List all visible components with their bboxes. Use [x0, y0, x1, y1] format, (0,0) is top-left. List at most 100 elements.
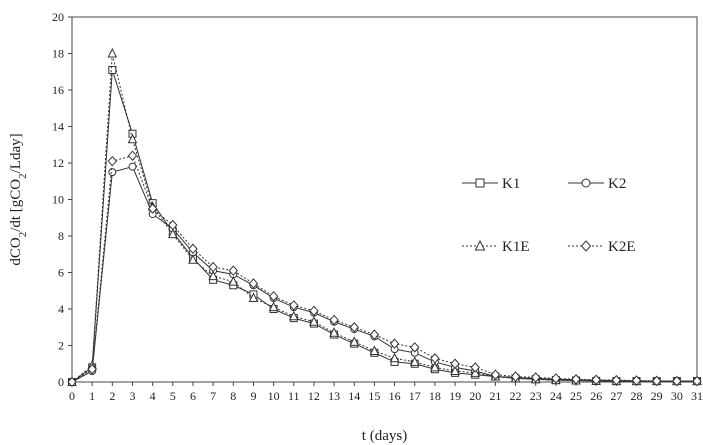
- series-layer: [67, 47, 702, 388]
- x-tick-label: 6: [190, 389, 196, 403]
- legend: K1 K2 K1E K2E: [462, 176, 636, 255]
- x-tick-label: 28: [631, 389, 643, 403]
- series-line-k1e: [71, 53, 697, 383]
- y-tick-label: 12: [52, 156, 64, 170]
- data-point-k1e: [188, 254, 198, 264]
- data-point-k2e: [168, 219, 178, 231]
- data-point-k2e: [470, 362, 480, 373]
- x-tick-label: 10: [268, 389, 280, 403]
- y-tick-label: 16: [52, 83, 64, 97]
- data-point-k2e: [430, 353, 440, 364]
- data-point-k2: [128, 162, 137, 171]
- x-tick-label: 20: [469, 389, 481, 403]
- data-point-k1e: [329, 327, 339, 337]
- legend-label: K1: [502, 176, 520, 192]
- x-tick-label: 8: [230, 389, 236, 403]
- x-tick-label: 21: [489, 389, 501, 403]
- y-axis-title-part: dCO: [8, 237, 24, 266]
- x-tick-label: 3: [129, 389, 135, 403]
- data-point-k2e: [551, 373, 561, 384]
- y-axis: 0 2 4 6 8 10 12 14 16 18 20: [52, 10, 72, 389]
- legend-item-k1: K1: [462, 176, 520, 192]
- y-tick-label: 18: [52, 47, 64, 61]
- x-tick-label: 19: [449, 389, 461, 403]
- data-point-k2e: [208, 261, 218, 273]
- x-tick-label: 30: [671, 389, 683, 403]
- y-tick-label: 8: [58, 229, 64, 243]
- data-point-k1e: [309, 316, 319, 326]
- legend-label: K1E: [502, 239, 530, 255]
- x-tick-label: 26: [590, 389, 602, 403]
- data-point-k1e: [349, 336, 360, 346]
- legend-item-k1e: K1E: [462, 239, 530, 255]
- y-axis-title-subscript: 2: [17, 173, 29, 179]
- x-tick-label: 12: [308, 389, 320, 403]
- plot-area: [71, 16, 698, 383]
- data-point-k2e: [268, 290, 279, 302]
- legend-item-k2: K2: [568, 176, 626, 192]
- data-point-k1: [108, 65, 117, 74]
- data-point-k2e: [248, 278, 259, 289]
- data-point-k2e: [228, 265, 238, 276]
- data-point-k2e: [329, 314, 339, 326]
- data-point-k2e: [510, 371, 521, 382]
- y-tick-label: 0: [58, 375, 64, 389]
- legend-marker: [475, 178, 485, 188]
- x-tick-label: 4: [150, 389, 156, 403]
- legend-item-k2e: K2E: [568, 239, 636, 255]
- x-tick-label: 25: [570, 389, 582, 403]
- y-axis-title-subscript: 2: [17, 232, 29, 238]
- series-line-k1: [71, 69, 697, 383]
- series-line-k2: [71, 166, 697, 383]
- y-axis-title-part: /Lday]: [8, 133, 24, 173]
- data-point-k2e: [410, 342, 420, 353]
- data-point-k2e: [571, 374, 581, 385]
- x-tick-label: 14: [348, 389, 360, 403]
- data-point-k2e: [107, 155, 117, 167]
- x-tick-label: 11: [288, 389, 300, 403]
- data-point-k1e: [288, 310, 299, 321]
- data-point-k1e: [167, 228, 178, 239]
- x-axis: 0 1 2 3 4 5 6 7 8 9 10 11 12 13 14 15 16 17 18 19 20 21 22 23 24…: [69, 382, 703, 403]
- data-point-k1e: [248, 292, 259, 303]
- x-tick-label: 16: [389, 389, 401, 403]
- legend-label: K2E: [608, 239, 636, 255]
- data-point-k1e: [389, 352, 400, 363]
- data-point-k1e: [208, 270, 218, 281]
- y-tick-label: 2: [58, 339, 64, 353]
- x-tick-label: 7: [210, 389, 216, 403]
- x-tick-label: 9: [250, 389, 256, 403]
- x-tick-label: 24: [550, 389, 562, 403]
- data-point-k1e: [450, 365, 460, 376]
- data-point-k1e: [409, 356, 420, 366]
- data-point-k1e: [430, 361, 440, 372]
- y-tick-label: 14: [52, 120, 64, 134]
- data-point-k1e: [107, 47, 118, 58]
- x-tick-label: 29: [651, 389, 663, 403]
- data-point-k1e: [268, 301, 279, 312]
- y-tick-label: 4: [58, 302, 64, 316]
- series-k2: [68, 162, 701, 386]
- x-axis-title: t (days): [362, 428, 407, 444]
- x-tick-label: 27: [610, 389, 622, 403]
- x-tick-label: 31: [691, 389, 703, 403]
- data-point-k1e: [127, 133, 138, 144]
- series-line-k2e: [71, 155, 697, 383]
- data-point-k2e: [631, 375, 642, 386]
- data-point-k1e: [228, 276, 239, 286]
- y-tick-label: 20: [52, 10, 64, 24]
- legend-marker: [474, 239, 486, 251]
- data-point-k2e: [369, 329, 380, 340]
- x-tick-label: 1: [89, 389, 95, 403]
- x-tick-label: 5: [170, 389, 176, 403]
- x-tick-label: 13: [328, 389, 340, 403]
- series-k2e: [67, 150, 702, 388]
- data-point-k2e: [531, 372, 541, 383]
- legend-marker: [580, 240, 592, 252]
- plot-border: [71, 16, 698, 383]
- data-point-k2e: [389, 338, 400, 349]
- data-point-k2e: [652, 375, 662, 387]
- data-point-k2e: [67, 376, 77, 388]
- data-point-k2e: [289, 300, 299, 311]
- data-point-k2e: [450, 358, 460, 370]
